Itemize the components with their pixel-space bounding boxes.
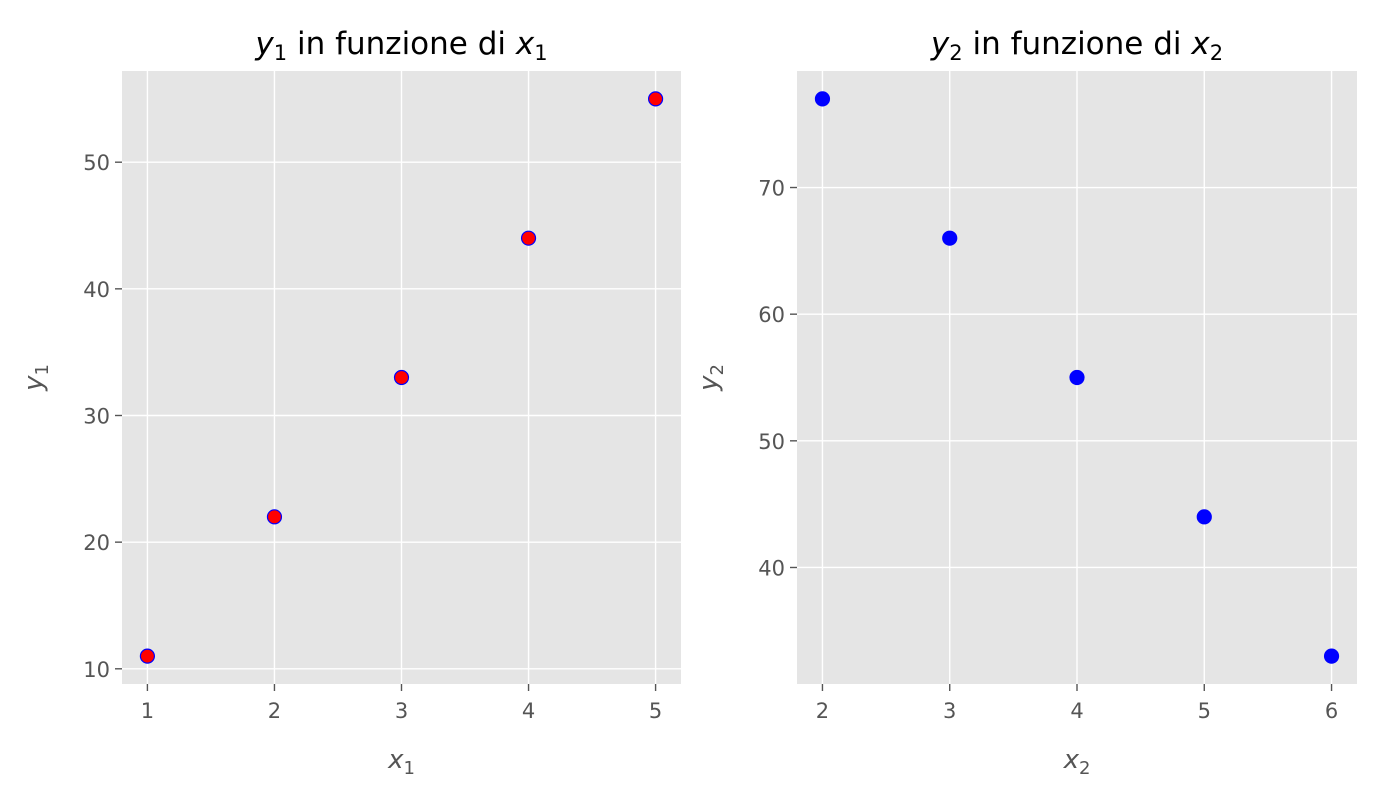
- x-tick-label: 1: [141, 699, 154, 723]
- y-label-var: y: [19, 375, 49, 392]
- title-subscript-2: 2: [1210, 41, 1223, 65]
- x-tick-label: 2: [268, 699, 281, 723]
- title-text: in funzione di: [287, 26, 516, 62]
- title-subscript-2: 1: [534, 41, 547, 65]
- x-axis-ticks: 2 3 4 5 6: [816, 684, 1338, 723]
- title-subscript: 2: [949, 41, 962, 65]
- x-label-subscript: 2: [1079, 758, 1090, 779]
- y-tick-label: 70: [758, 177, 785, 201]
- title-var: y: [930, 26, 950, 62]
- scatter-point: [942, 230, 958, 246]
- title-var-2: x: [515, 26, 535, 62]
- title-subscript: 1: [274, 41, 287, 65]
- x-axis-ticks: 1 2 3 4 5: [141, 684, 662, 723]
- y-tick-label: 40: [83, 278, 110, 302]
- y-tick-label: 40: [758, 556, 785, 580]
- x-tick-label: 5: [649, 699, 662, 723]
- y-tick-label: 60: [758, 303, 785, 327]
- scatter-point: [139, 648, 156, 664]
- y-tick-label: 50: [83, 151, 110, 175]
- scatter-point: [393, 369, 410, 386]
- gridlines: [797, 71, 1357, 684]
- x-tick-label: 4: [1070, 699, 1083, 723]
- y-tick-label: 50: [758, 430, 785, 454]
- x-label-var: x: [387, 745, 404, 775]
- scatter-series: [814, 91, 1340, 664]
- y-tick-label: 30: [83, 404, 110, 428]
- scatter-point: [520, 230, 537, 246]
- x-tick-label: 3: [943, 699, 956, 723]
- scatter-point: [266, 509, 283, 525]
- x-label-var: x: [1063, 745, 1080, 775]
- chart-title: y2 in funzione di x2: [930, 26, 1223, 65]
- x-tick-label: 2: [816, 699, 829, 723]
- title-text: in funzione di: [963, 26, 1192, 62]
- scatter-point: [1069, 369, 1085, 386]
- title-var-2: x: [1190, 26, 1210, 62]
- y-label-subscript: 1: [32, 364, 53, 375]
- x-tick-label: 6: [1325, 699, 1338, 723]
- y-axis-ticks: 40 50 60 70: [758, 177, 797, 580]
- y-axis-ticks: 10 20 30 40 50: [83, 151, 122, 682]
- chart-title: y1 in funzione di x1: [254, 26, 547, 65]
- y-tick-label: 10: [83, 658, 110, 682]
- scatter-point: [1196, 509, 1212, 525]
- x-label-subscript: 1: [403, 758, 414, 779]
- scatter-point: [647, 91, 664, 107]
- scatter-point: [814, 91, 831, 107]
- scatter-series: [139, 91, 664, 664]
- scatter-point: [1323, 648, 1340, 664]
- x-tick-label: 3: [395, 699, 408, 723]
- x-tick-label: 5: [1198, 699, 1211, 723]
- y-label-subscript: 2: [707, 364, 728, 375]
- y-label-var: y: [694, 375, 724, 392]
- x-axis-label: x1: [387, 745, 415, 779]
- y-tick-label: 20: [83, 531, 110, 555]
- y-axis-label: y1: [19, 364, 53, 392]
- x-axis-label: x2: [1063, 745, 1091, 779]
- y-axis-label: y2: [694, 364, 728, 392]
- x-tick-label: 4: [522, 699, 535, 723]
- title-var: y: [254, 26, 274, 62]
